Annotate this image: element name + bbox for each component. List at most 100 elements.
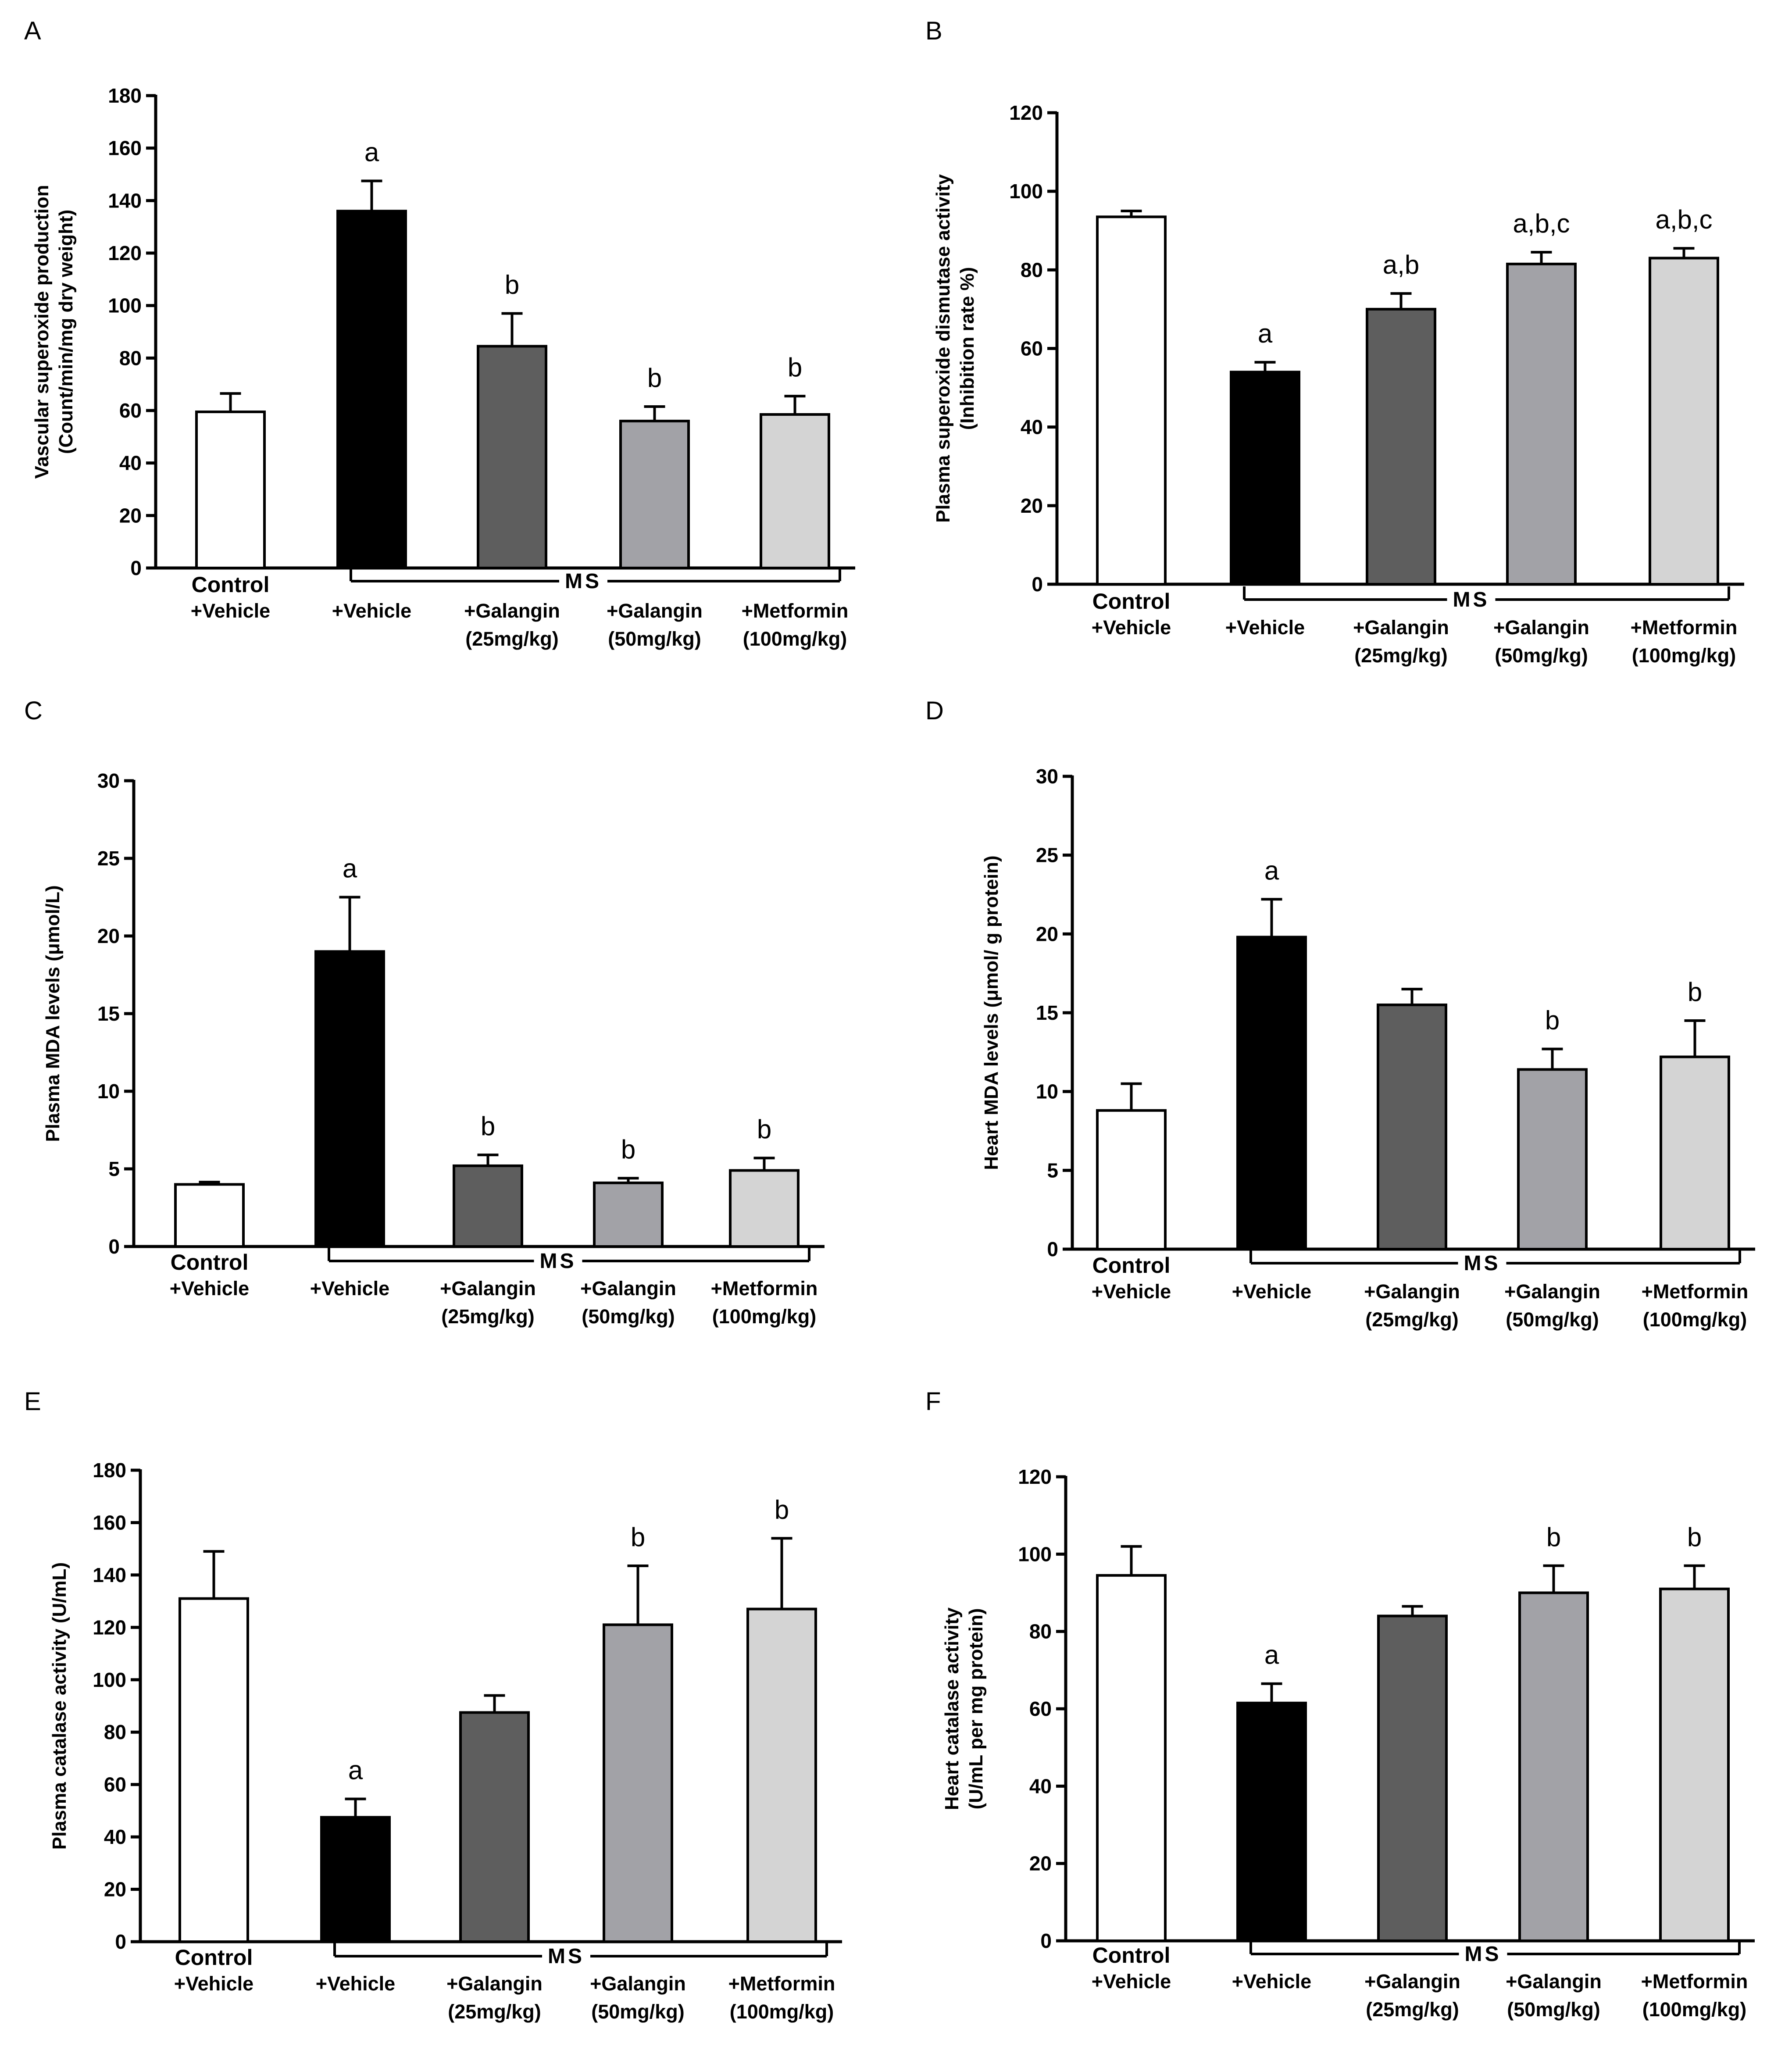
panel-f-y-tick-label-4: 80 — [1029, 1620, 1052, 1643]
panel-a-bar-4 — [760, 413, 830, 569]
panel-f-y-tick-label-3: 60 — [1029, 1697, 1052, 1720]
panel-d-sig-label-3: b — [1545, 1006, 1560, 1035]
panel-e-group-label-1: +Vehicle — [316, 1972, 395, 1995]
panel-a-group-label-0: Control — [192, 572, 270, 597]
panel-b-group-label-2-line2: (25mg/kg) — [1354, 644, 1448, 667]
panel-a-group-label-1: +Vehicle — [332, 600, 411, 622]
panel-e-group-label-2: +Galangin — [446, 1972, 543, 1995]
panel-c-group-label-2-line2: (25mg/kg) — [441, 1305, 535, 1328]
panel-b-ms-label: MS — [1453, 588, 1490, 611]
panel-d-group-label-2-line2: (25mg/kg) — [1365, 1308, 1459, 1331]
panel-d-y-tick-label-2: 10 — [1036, 1080, 1058, 1103]
panel-c-group-label-4: +Metformin — [711, 1277, 818, 1300]
panel-d-group-label-4-line2: (100mg/kg) — [1643, 1308, 1747, 1331]
panel-c-y-tick-label-0: 0 — [108, 1235, 120, 1258]
panel-e-y-tick-label-0: 0 — [115, 1930, 126, 1953]
panel-d-bar-0 — [1096, 1109, 1167, 1250]
panel-e-group-label-3-line2: (50mg/kg) — [591, 2000, 685, 2023]
panel-e-group-label-0: Control — [175, 1945, 253, 1970]
panel-f-sig-label-3: b — [1546, 1522, 1561, 1552]
panel-e-y-tick-label-4: 80 — [104, 1721, 126, 1743]
panel-f-y-label: Heart catalase activity — [941, 1607, 963, 1810]
panel-a-y-tick-label-2: 40 — [119, 452, 142, 475]
panel-d-y-tick-label-1: 5 — [1047, 1159, 1058, 1182]
panel-a-y-label-line2: (Count/min/mg dry weight) — [55, 210, 77, 454]
panel-a-group-label-4: +Metformin — [742, 600, 849, 622]
panel-c-bar-0 — [174, 1183, 245, 1248]
panel-c-y-tick-label-4: 20 — [97, 925, 120, 947]
panel-a-group-label-4-line2: (100mg/kg) — [743, 628, 847, 650]
panel-a-sig-label-1: a — [364, 137, 379, 167]
panel-b-sig-label-1: a — [1258, 319, 1273, 348]
panel-c-bar-1 — [314, 950, 385, 1248]
panel-e-group-label-4: +Metformin — [728, 1972, 835, 1995]
panel-e-group-label-2-line2: (25mg/kg) — [448, 2000, 541, 2023]
panel-a-bar-1 — [336, 210, 407, 569]
panel-a-y-tick-label-7: 140 — [108, 189, 142, 212]
panel-b-bar-4 — [1649, 257, 1719, 586]
panel-c-letter: C — [24, 697, 43, 725]
panel-f-bar-4 — [1659, 1587, 1730, 1942]
panel-b-bar-0 — [1096, 215, 1167, 586]
panel-a-y-tick-label-4: 80 — [119, 346, 142, 369]
panel-a-y-tick-label-8: 160 — [108, 137, 142, 160]
panel-c-group-label-3: +Galangin — [580, 1277, 676, 1300]
panel-f-group-label-3-line2: (50mg/kg) — [1507, 1998, 1600, 2021]
panel-b-y-tick-label-3: 60 — [1021, 337, 1043, 360]
panel-e-bar-1 — [320, 1816, 391, 1943]
panel-e-ms-label: MS — [548, 1945, 585, 1968]
panel-c-group-label-1: +Vehicle — [310, 1277, 389, 1300]
panel-c-sig-label-3: b — [621, 1135, 635, 1164]
panel-d-y-tick-label-4: 20 — [1036, 922, 1058, 945]
panel-d-bar-1 — [1236, 936, 1307, 1250]
panel-e-group-label-3: +Galangin — [590, 1972, 686, 1995]
panel-b-y-label: Plasma superoxide dismutase activity — [932, 174, 954, 523]
panel-a-y-tick-label-5: 100 — [108, 294, 142, 317]
panel-d-group-label-0: Control — [1092, 1253, 1171, 1278]
panel-a-group-label-3-line2: (50mg/kg) — [608, 628, 701, 650]
panel-f-group-label-0-line2: +Vehicle — [1092, 1970, 1171, 1993]
panel-f-sig-label-1: a — [1264, 1640, 1279, 1670]
panel-e-y-tick-label-3: 60 — [104, 1773, 126, 1796]
panel-d-letter: D — [925, 697, 944, 725]
panel-a-y-tick-label-9: 180 — [108, 84, 142, 107]
panel-e-y-tick-label-9: 180 — [93, 1459, 126, 1482]
panel-a-y-tick-label-0: 0 — [130, 557, 142, 579]
panel-a-sig-label-3: b — [647, 363, 662, 393]
panel-e-letter: E — [24, 1387, 41, 1416]
panel-f-group-label-4: +Metformin — [1641, 1970, 1748, 1993]
panel-b-group-label-4-line2: (100mg/kg) — [1632, 644, 1736, 667]
panel-c-y-tick-label-2: 10 — [97, 1080, 120, 1103]
panel-f-ms-label: MS — [1465, 1943, 1502, 1966]
panel-e-y-tick-label-5: 100 — [93, 1668, 126, 1691]
panel-a-sig-label-4: b — [788, 353, 802, 382]
panel-d-group-label-4: +Metformin — [1642, 1280, 1749, 1303]
panel-b-y-tick-label-0: 0 — [1032, 573, 1043, 596]
panel-e-y-tick-label-7: 140 — [93, 1564, 126, 1586]
panel-c-y-tick-label-1: 5 — [108, 1157, 120, 1180]
panel-c-group-label-2: +Galangin — [440, 1277, 536, 1300]
panel-c-sig-label-4: b — [757, 1114, 771, 1144]
panel-c-y-tick-label-3: 15 — [97, 1002, 120, 1025]
panel-c-y-tick-label-6: 30 — [97, 769, 120, 792]
panel-b-group-label-2: +Galangin — [1353, 616, 1449, 639]
panel-b-y-tick-label-2: 40 — [1021, 416, 1043, 439]
panel-b-y-label-line2: (Inhibition rate %) — [957, 267, 978, 430]
panel-b-group-label-3-line2: (50mg/kg) — [1495, 644, 1588, 667]
panel-f-y-tick-label-0: 0 — [1040, 1929, 1052, 1952]
panel-f-bar-1 — [1236, 1701, 1307, 1942]
panel-b-bar-3 — [1506, 262, 1577, 586]
panel-e-bar-0 — [178, 1597, 249, 1943]
panel-d-bar-4 — [1660, 1055, 1730, 1250]
panel-b-sig-label-3: a,b,c — [1513, 209, 1570, 238]
panel-e-y-tick-label-6: 120 — [93, 1616, 126, 1639]
panel-c-y-tick-label-5: 25 — [97, 847, 120, 870]
panel-d-sig-label-1: a — [1264, 856, 1279, 885]
panel-e-bar-4 — [746, 1607, 817, 1943]
panel-a-bar-3 — [619, 419, 690, 570]
panel-a-y-tick-label-1: 20 — [119, 504, 142, 527]
panel-d-ms-label: MS — [1464, 1252, 1501, 1275]
panel-e-group-label-0-line2: +Vehicle — [174, 1972, 253, 1995]
panel-c-group-label-0-line2: +Vehicle — [170, 1277, 249, 1300]
